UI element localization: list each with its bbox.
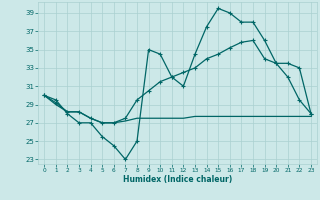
X-axis label: Humidex (Indice chaleur): Humidex (Indice chaleur) — [123, 175, 232, 184]
